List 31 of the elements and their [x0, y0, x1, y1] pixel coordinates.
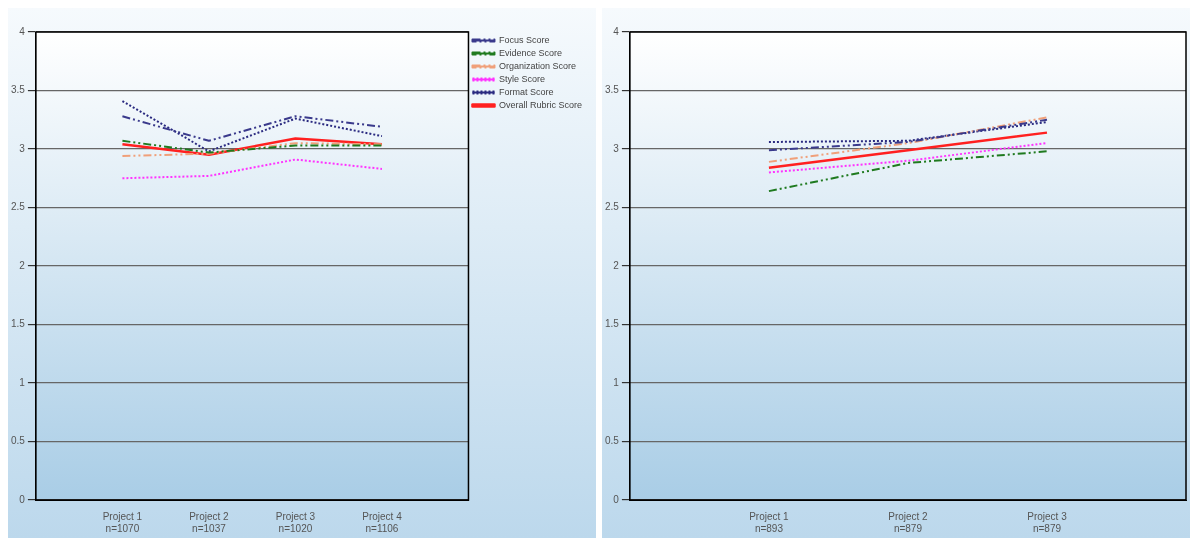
y-tick-label: 1: [19, 376, 26, 388]
y-tick-label: 4: [19, 25, 26, 37]
legend-label: Overall Rubric Score: [498, 99, 583, 110]
y-tick-label: 2.5: [605, 201, 620, 213]
y-tick-label: 0.5: [605, 435, 620, 447]
y-tick-label: 3: [19, 142, 26, 154]
y-tick-label: 3: [613, 142, 620, 154]
x-tick-label: Project 3 n=879: [1027, 510, 1068, 534]
y-tick-label: 0: [613, 493, 620, 505]
x-tick-label: Project 4 n=1106: [362, 510, 403, 534]
x-tick-label: Project 2 n=1037: [189, 510, 230, 534]
y-tick-label: 3.5: [11, 84, 26, 96]
legend-label: Organization Score: [498, 60, 577, 71]
x-tick-label: Project 1 n=1070: [102, 510, 143, 534]
y-tick-label: 4: [613, 25, 620, 37]
legend-label: Focus Score: [498, 34, 550, 45]
y-tick-label: 2: [613, 259, 620, 271]
x-tick-label: Project 2 n=879: [888, 510, 929, 534]
legend-label: Style Score: [498, 73, 546, 84]
y-tick-label: 2.5: [11, 201, 26, 213]
y-tick-label: 2: [19, 259, 26, 271]
y-tick-label: 1: [613, 376, 620, 388]
y-tick-label: 1.5: [11, 318, 26, 330]
x-tick-label: Project 3 n=1020: [275, 510, 316, 534]
y-tick-label: 0: [19, 493, 26, 505]
legend-label: Evidence Score: [498, 47, 563, 58]
y-tick-label: 0.5: [11, 435, 26, 447]
y-tick-label: 3.5: [605, 84, 620, 96]
y-tick-label: 1.5: [605, 318, 620, 330]
x-tick-label: Project 1 n=893: [749, 510, 790, 534]
legend-label: Format Score: [498, 86, 554, 97]
